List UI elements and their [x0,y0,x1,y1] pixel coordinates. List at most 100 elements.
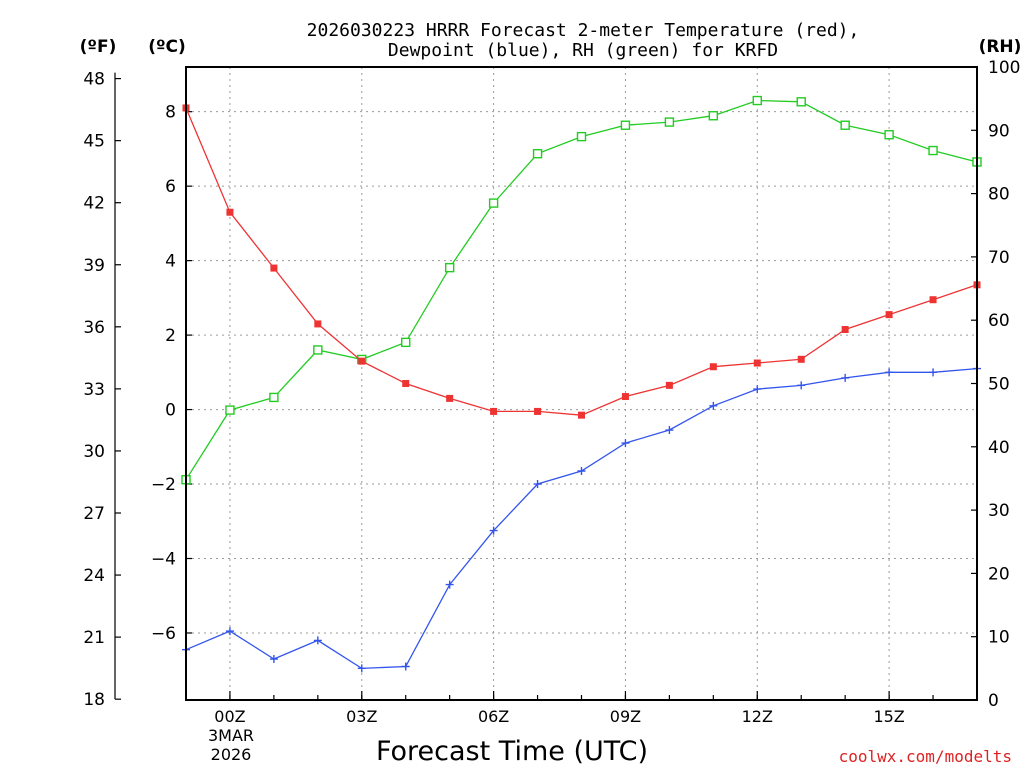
rh-series [181,95,982,485]
temperature-series [182,104,981,419]
chart-title-line-2: Dewpoint (blue), RH (green) for KRFD [388,40,778,61]
rh-point [928,145,938,156]
fahrenheit-tick-label: 27 [83,504,105,524]
fahrenheit-tick-label: 33 [83,380,105,400]
celsius-tick-label: 2 [165,326,176,346]
rh-tick-label: 70 [988,248,1010,268]
rh-point [664,117,675,127]
rh-point [225,405,235,415]
x-axis-title: Forecast Time (UTC) [376,736,648,767]
rh-tick-label: 100 [988,58,1020,78]
fahrenheit-tick-label: 36 [83,318,105,338]
fahrenheit-tick-label: 21 [83,628,105,648]
temperature-point [885,311,893,319]
time-tick-label: 00Z [214,707,245,726]
rh-tick-label: 50 [988,375,1010,395]
celsius-tick-label: 8 [165,103,176,123]
rh-tick-label: 80 [988,185,1010,205]
temperature-line [185,107,978,416]
temperature-point [665,381,673,389]
time-tick-label: 15Z [873,707,904,726]
rh-point [444,262,455,273]
date-label-year: 2026 [211,745,252,764]
dewpoint-point [797,381,806,390]
rh-point [840,120,850,130]
time-tick-label: 09Z [610,707,641,726]
temperature-point [226,208,234,216]
rh-tick-label: 0 [988,691,999,711]
dewpoint-series [182,364,981,673]
time-tick-label: 12Z [742,707,773,726]
dewpoint-point [753,385,762,394]
fahrenheit-unit-label: (ºF) [80,37,117,57]
temperature-point [709,363,717,371]
celsius-unit-label: (ºC) [148,37,186,57]
dewpoint-point [621,439,630,448]
fahrenheit-axis: 18 21 24 27 30 33 36 39 42 45 48 [83,70,121,710]
temperature-point [314,320,322,328]
rh-point [884,130,894,140]
dewpoint-point [665,426,674,435]
temperature-point [841,326,849,334]
rh-point [620,120,631,130]
time-axis: 00Z 03Z 06Z 09Z 12Z 15Z [185,691,978,726]
rh-tick-label: 10 [988,628,1010,648]
fahrenheit-tick-label: 39 [83,256,105,276]
rh-unit-label: (RH) [979,37,1022,57]
rh-point [313,345,323,355]
temperature-point [490,407,498,415]
date-label-day: 3MAR [208,726,254,745]
rh-tick-label: 40 [988,438,1010,458]
grid-lines [186,67,977,700]
celsius-tick-label: 0 [165,401,176,421]
temperature-point [753,359,761,367]
fahrenheit-tick-label: 30 [83,442,105,462]
dewpoint-point [841,373,850,382]
temperature-point [929,296,937,304]
data-series [181,95,982,673]
temperature-point [621,393,629,401]
temperature-point [578,411,585,419]
chart-title-line-1: 2026030223 HRRR Forecast 2-meter Tempera… [307,20,860,41]
dewpoint-point [445,580,454,589]
temperature-point [534,407,542,415]
dewpoint-point [313,636,322,645]
plot-frame [185,66,978,701]
rh-point [576,131,587,142]
fahrenheit-tick-label: 18 [83,690,105,710]
dewpoint-point [929,368,938,377]
rh-point [488,198,499,208]
fahrenheit-tick-label: 48 [83,70,105,90]
fahrenheit-tick-label: 24 [83,566,105,586]
temperature-point [402,380,410,387]
rh-line [185,99,978,481]
temperature-point [358,357,366,365]
temperature-point [797,355,805,363]
dewpoint-point [709,401,718,410]
celsius-tick-label: −2 [151,475,176,495]
fahrenheit-tick-label: 42 [83,194,105,214]
rh-tick-label: 30 [988,501,1010,521]
rh-point [708,111,719,121]
rh-point [532,149,543,159]
time-tick-label: 03Z [346,707,377,726]
rh-point [269,392,279,403]
dewpoint-point [885,368,894,377]
rh-point [401,337,411,348]
celsius-tick-label: −6 [151,624,176,644]
rh-tick-label: 90 [988,121,1010,141]
dewpoint-point [533,480,542,489]
celsius-tick-label: 4 [165,252,176,272]
rh-tick-label: 20 [988,564,1010,584]
dewpoint-point [225,627,234,636]
rh-axis: 0 10 20 30 40 50 60 70 80 90 100 [971,58,1020,711]
dewpoint-point [357,664,366,673]
credit-watermark: coolwx.com/modelts [839,747,1012,766]
dewpoint-point [269,655,278,664]
fahrenheit-tick-label: 45 [83,132,105,152]
time-tick-label: 06Z [478,707,509,726]
rh-tick-label: 60 [988,311,1010,331]
dewpoint-point [401,662,410,671]
celsius-tick-label: 6 [165,177,176,197]
